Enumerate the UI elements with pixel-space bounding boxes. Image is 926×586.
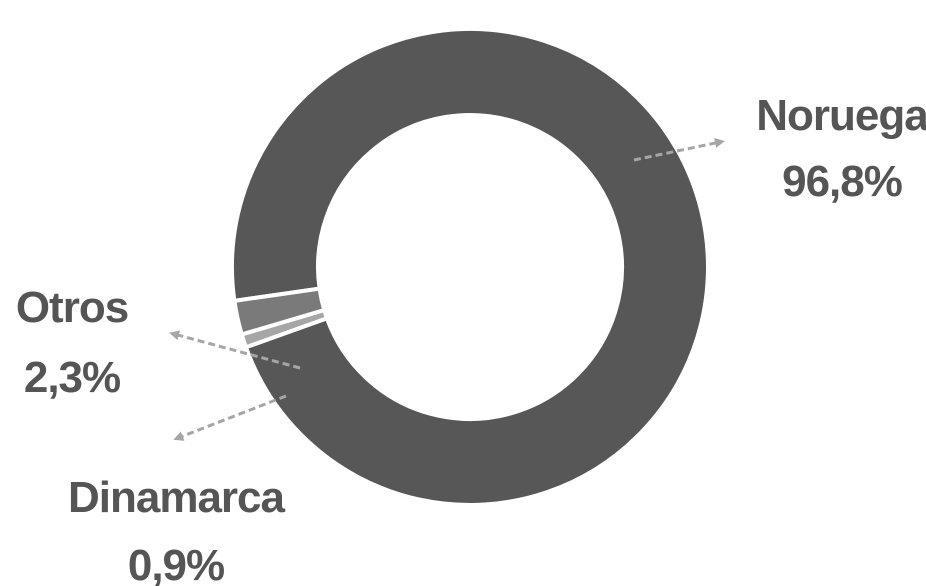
- slice-label-noruega-name: Noruega: [756, 91, 926, 140]
- slice-label-noruega-value: 96,8%: [782, 157, 902, 206]
- slice-otros: [232, 286, 327, 337]
- leader-line-noruega: [633, 138, 725, 162]
- slice-label-dinamarca-value: 0,9%: [128, 541, 224, 586]
- slice-label-dinamarca-name: Dinamarca: [68, 473, 286, 522]
- donut-slices: [230, 27, 710, 507]
- slice-label-otros-value: 2,3%: [24, 353, 120, 402]
- slice-label-otros-name: Otros: [16, 283, 128, 332]
- slice-noruega: [230, 27, 710, 507]
- leader-line-dinamarca: [173, 394, 287, 441]
- leader-lines: [169, 138, 725, 441]
